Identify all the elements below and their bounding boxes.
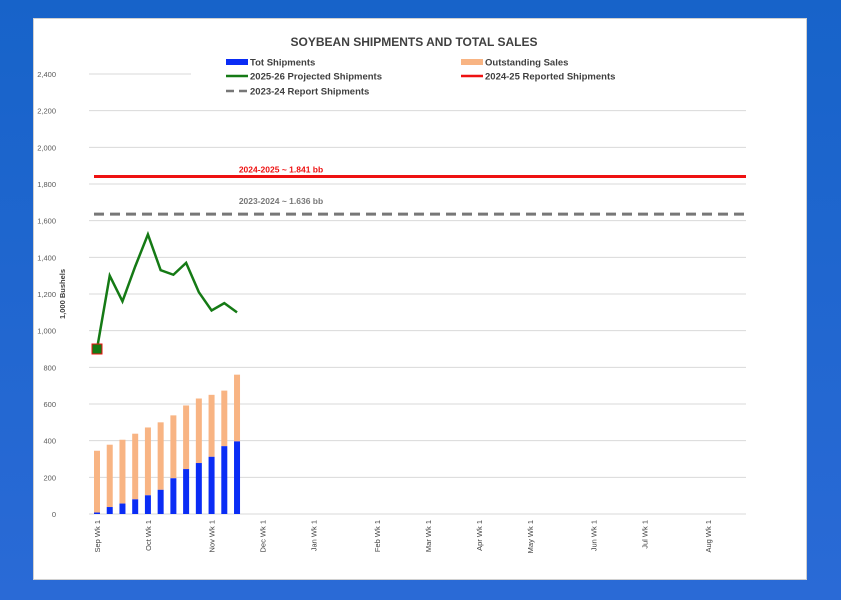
y-tick-label: 2,400: [37, 70, 56, 79]
bar-tot-shipments: [132, 499, 139, 514]
x-tick-label: Feb Wk 1: [373, 520, 382, 552]
bar-outstanding-sales: [132, 433, 139, 500]
y-tick-label: 1,200: [37, 290, 56, 299]
bar-tot-shipments: [234, 441, 241, 514]
bar-outstanding-sales: [208, 394, 215, 457]
bar-tot-shipments: [221, 446, 228, 514]
y-tick-label: 800: [43, 363, 56, 372]
x-tick-label: Jul Wk 1: [640, 520, 649, 549]
y-tick-label: 200: [43, 473, 56, 482]
y-tick-label: 1,400: [37, 253, 56, 262]
y-tick-label: 600: [43, 400, 56, 409]
bar-outstanding-sales: [221, 390, 228, 447]
x-tick-label: Aug Wk 1: [704, 520, 713, 553]
x-tick-label: Oct Wk 1: [144, 520, 153, 551]
bar-outstanding-sales: [119, 439, 126, 504]
x-tick-label: Jun Wk 1: [589, 520, 598, 551]
legend-label: Tot Shipments: [250, 58, 315, 69]
series-2025-26-line: [95, 230, 238, 350]
soybean-chart: 0 200 400 600 800 1,000 1,200 1,400 1,600 1,800 2,…: [37, 35, 746, 553]
annotation-2024-25: 2024-2025 ~ 1.841 bb: [239, 164, 323, 174]
bar-tot-shipments: [144, 495, 151, 514]
bar-outstanding-sales: [170, 415, 177, 479]
bar-outstanding-sales: [234, 374, 241, 442]
bar-tot-shipments: [170, 478, 177, 514]
x-tick-label: Dec Wk 1: [258, 520, 267, 553]
chart-card: 0 200 400 600 800 1,000 1,200 1,400 1,600 1,800 2,…: [33, 18, 807, 580]
y-tick-label: 1,800: [37, 180, 56, 189]
bar-outstanding-sales: [183, 405, 190, 470]
bar-outstanding-sales: [195, 398, 202, 464]
y-axis-label: 1,000 Bushels: [58, 269, 67, 319]
bar-tot-shipments: [157, 489, 164, 514]
bar-tot-shipments: [183, 469, 190, 514]
y-tick-label: 0: [52, 510, 56, 519]
legend-label: 2023-24 Report Shipments: [250, 87, 369, 98]
bar-outstanding-sales: [94, 450, 100, 513]
bar-tot-shipments: [94, 512, 100, 514]
legend-label: 2025-26 Projected Shipments: [250, 72, 382, 83]
y-tick-label: 1,600: [37, 217, 56, 226]
bar-outstanding-sales: [157, 422, 164, 490]
bar-outstanding-sales: [144, 427, 151, 496]
chart-title: SOYBEAN SHIPMENTS AND TOTAL SALES: [291, 35, 538, 49]
bar-tot-shipments: [195, 463, 202, 514]
data-point-marker: [91, 343, 103, 355]
x-tick-label: Jan Wk 1: [309, 520, 318, 551]
x-tick-label: Mar Wk 1: [424, 520, 433, 552]
y-tick-label: 400: [43, 437, 56, 446]
legend-label: Outstanding Sales: [485, 58, 568, 69]
bar-tot-shipments: [106, 507, 113, 514]
legend-label: 2024-25 Reported Shipments: [485, 72, 615, 83]
legend-swatch: [226, 59, 248, 65]
y-tick-label: 2,000: [37, 143, 56, 152]
bar-tot-shipments: [208, 456, 215, 514]
x-tick-label: Apr Wk 1: [475, 520, 484, 551]
bar-tot-shipments: [119, 503, 126, 514]
x-tick-label: May Wk 1: [526, 520, 535, 553]
x-tick-label: Sep Wk 1: [93, 520, 102, 553]
annotation-2023-24: 2023-2024 ~ 1.636 bb: [239, 196, 323, 206]
x-tick-label: Nov Wk 1: [208, 520, 217, 553]
y-tick-label: 2,200: [37, 107, 56, 116]
legend-swatch: [461, 59, 483, 65]
bar-outstanding-sales: [106, 444, 113, 508]
y-tick-label: 1,000: [37, 327, 56, 336]
